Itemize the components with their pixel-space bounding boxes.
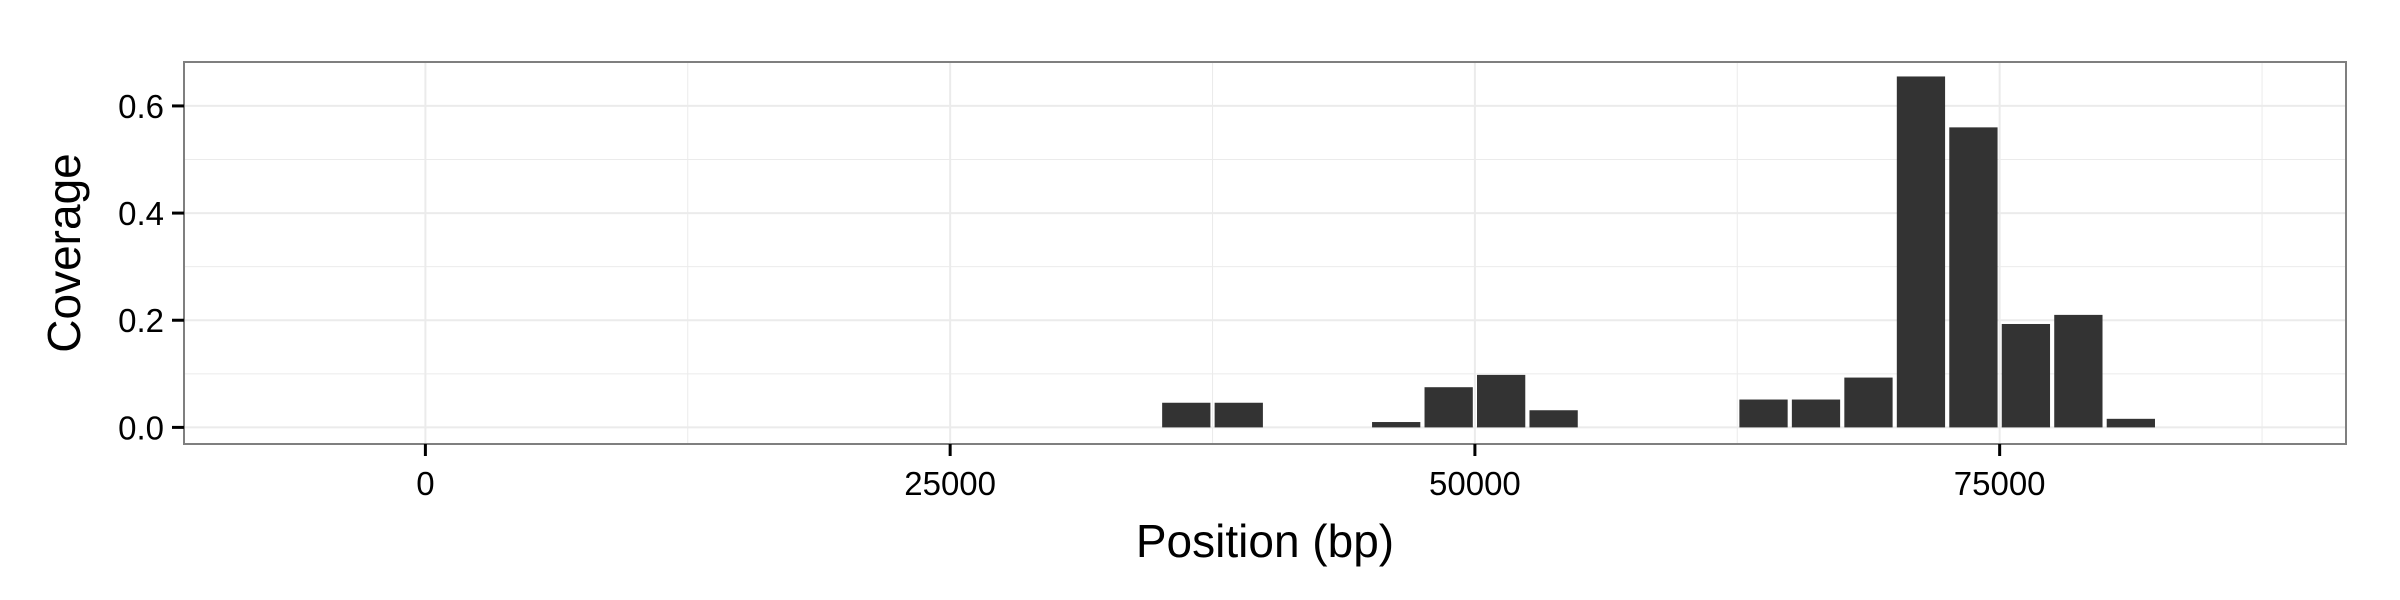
- bar: [1844, 377, 1893, 428]
- bar: [1477, 374, 1526, 428]
- x-axis-title: Position (bp): [1136, 515, 1394, 567]
- y-axis: 0.0 0.2 0.4 0.6: [118, 88, 184, 446]
- x-tick-label: 50000: [1429, 465, 1521, 502]
- bar: [1214, 402, 1263, 428]
- panel-border: [183, 61, 2347, 445]
- y-tick-label: 0.6: [118, 88, 164, 125]
- bar: [1372, 422, 1421, 428]
- bar: [2054, 314, 2103, 428]
- y-tick-label: 0.0: [118, 409, 164, 446]
- bar: [1739, 399, 1788, 428]
- bars: [1162, 76, 2155, 428]
- y-tick-label: 0.2: [118, 302, 164, 339]
- bar: [1424, 387, 1473, 428]
- x-tick-label: 75000: [1954, 465, 2046, 502]
- bar: [1791, 399, 1841, 428]
- x-tick-label: 0: [416, 465, 434, 502]
- y-tick-label: 0.4: [118, 195, 164, 232]
- bar: [2106, 418, 2155, 428]
- bar: [1529, 410, 1578, 428]
- bar: [1896, 76, 1946, 428]
- x-axis: 0 25000 50000 75000: [416, 444, 2046, 502]
- bar: [2001, 323, 2051, 428]
- y-axis-title: Coverage: [38, 153, 90, 352]
- bar: [1162, 402, 1211, 428]
- x-tick-label: 25000: [904, 465, 996, 502]
- bar: [1949, 127, 1998, 428]
